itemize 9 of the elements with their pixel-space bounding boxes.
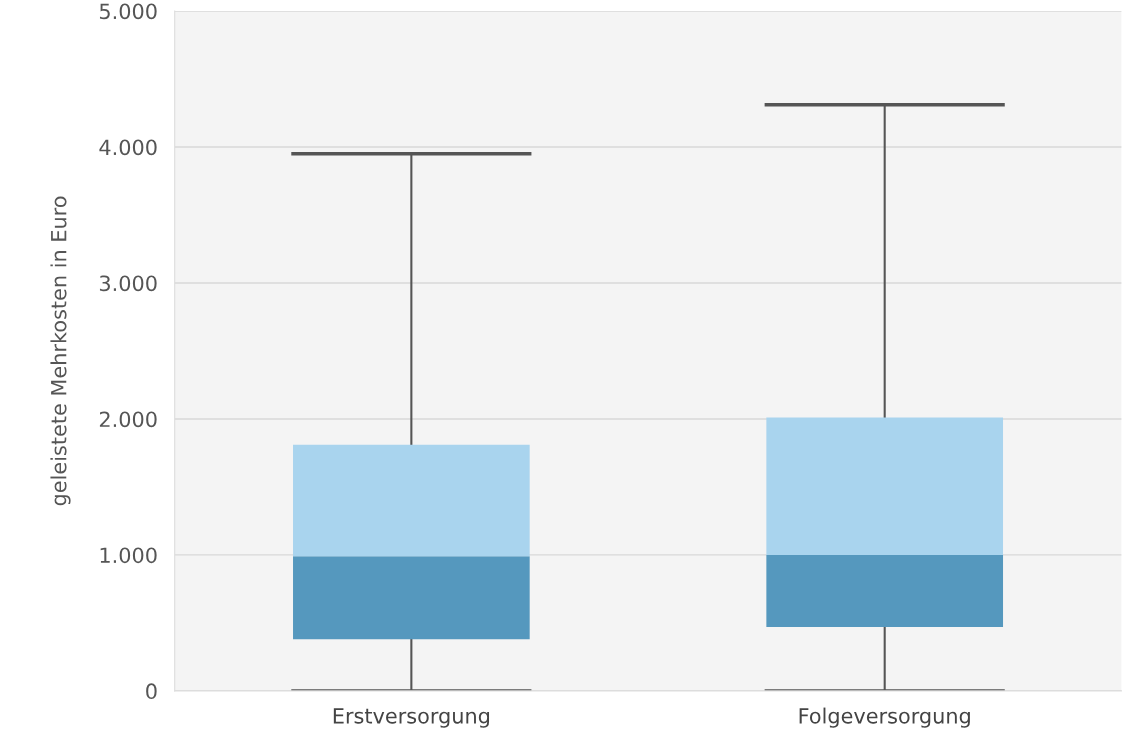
y-axis-title: geleistete Mehrkosten in Euro: [50, 196, 71, 506]
y-tick-label: 3.000: [99, 275, 157, 292]
x-tick-label: Folgeversorgung: [799, 707, 970, 728]
y-tick-label: 2.000: [99, 411, 157, 428]
y-tick-label: 4.000: [99, 139, 157, 156]
y-tick-label: 5.000: [99, 3, 157, 20]
y-tick-label: 1.000: [100, 547, 157, 564]
y-tick-label: 0: [146, 683, 157, 700]
x-tick-label: Erstversorgung: [333, 708, 490, 728]
